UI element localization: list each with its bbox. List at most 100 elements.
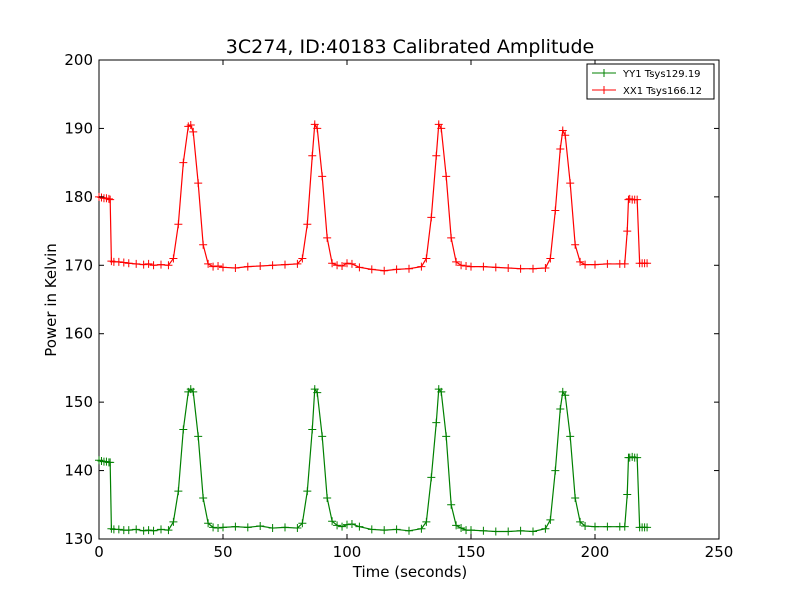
data-point xyxy=(380,526,389,535)
data-point xyxy=(633,195,642,204)
y-axis-label: Power in Kelvin xyxy=(42,243,60,357)
data-point xyxy=(338,522,347,531)
y-tick-label: 150 xyxy=(64,393,93,411)
data-point xyxy=(551,206,560,215)
data-point xyxy=(561,131,570,140)
data-point xyxy=(541,524,550,533)
data-point xyxy=(452,257,461,266)
data-point xyxy=(620,522,629,531)
legend-marker-1 xyxy=(600,86,608,94)
data-point xyxy=(268,261,277,270)
y-tick-label: 190 xyxy=(64,119,93,137)
y-tick-label: 140 xyxy=(64,462,93,480)
data-point xyxy=(169,254,178,263)
data-point xyxy=(124,526,133,535)
data-point xyxy=(576,257,585,266)
data-point xyxy=(434,120,443,129)
data-point xyxy=(591,522,599,531)
x-tick-label: 250 xyxy=(705,543,734,561)
data-point xyxy=(157,260,165,269)
data-point xyxy=(298,254,307,263)
data-point xyxy=(529,264,537,273)
data-point xyxy=(367,265,376,274)
series-0 xyxy=(95,385,652,536)
data-point xyxy=(457,524,466,533)
data-point xyxy=(268,524,277,533)
data-point xyxy=(558,126,567,135)
data-point xyxy=(347,259,356,268)
data-point xyxy=(164,526,173,535)
data-point xyxy=(199,493,208,502)
legend-label-0: YY1 Tsys129.19 xyxy=(622,69,701,80)
data-layer xyxy=(95,120,652,536)
data-point xyxy=(298,519,307,528)
data-point xyxy=(581,521,590,530)
data-point xyxy=(149,261,158,270)
data-point xyxy=(199,240,208,249)
data-point xyxy=(323,233,332,242)
y-axis-ticks: 130 140 150 160 170 180 190 200 xyxy=(64,51,719,548)
data-point xyxy=(338,261,347,270)
data-point xyxy=(343,520,351,529)
data-point xyxy=(209,523,218,532)
data-point xyxy=(541,264,550,273)
data-point xyxy=(243,262,252,271)
data-point xyxy=(504,264,513,273)
data-point xyxy=(422,254,431,263)
data-point xyxy=(556,404,565,413)
data-point xyxy=(231,522,240,531)
data-point xyxy=(303,220,312,229)
data-point xyxy=(157,525,165,534)
plot-area: 0 50 100 150 200 250 130 140 150 160 170 180 190 200 xyxy=(64,51,733,561)
data-point xyxy=(427,213,436,222)
data-point xyxy=(479,262,488,271)
data-point xyxy=(405,526,413,535)
data-point xyxy=(194,179,203,188)
data-point xyxy=(149,526,158,535)
data-point xyxy=(106,195,115,204)
x-tick-label: 150 xyxy=(457,543,486,561)
data-point xyxy=(194,432,203,441)
data-point xyxy=(452,521,461,530)
legend-box xyxy=(586,63,715,100)
data-point xyxy=(328,259,337,268)
data-point xyxy=(566,179,575,188)
data-point xyxy=(571,493,580,502)
data-point xyxy=(219,523,227,532)
data-point xyxy=(442,172,451,181)
data-point xyxy=(179,425,188,434)
data-point xyxy=(204,519,213,528)
data-point xyxy=(310,120,319,129)
data-point xyxy=(591,260,599,269)
data-point xyxy=(308,151,317,160)
data-point xyxy=(209,262,218,271)
data-point xyxy=(343,259,351,268)
data-point xyxy=(333,521,342,530)
data-point xyxy=(355,522,364,531)
data-point xyxy=(164,261,173,270)
y-tick-label: 200 xyxy=(64,51,93,69)
data-point xyxy=(546,515,555,524)
y-tick-label: 130 xyxy=(64,530,93,548)
x-axis-label: Time (seconds) xyxy=(352,563,468,581)
chart-title: 3C274, ID:40183 Calibrated Amplitude xyxy=(226,36,594,58)
legend: YY1 Tsys129.19 XX1 Tsys166.12 xyxy=(586,63,715,100)
data-point xyxy=(623,490,632,499)
data-point xyxy=(447,233,456,242)
data-point xyxy=(256,261,265,270)
data-point xyxy=(219,263,227,272)
data-point xyxy=(328,517,337,526)
data-point xyxy=(561,391,570,400)
data-point xyxy=(106,458,115,467)
data-point xyxy=(144,526,153,535)
data-point xyxy=(333,261,342,270)
data-point xyxy=(114,257,123,266)
data-point xyxy=(603,522,612,531)
data-point xyxy=(139,260,148,269)
data-point xyxy=(633,453,642,462)
data-point xyxy=(551,466,560,475)
data-point xyxy=(281,260,289,269)
data-point xyxy=(462,261,471,270)
data-point xyxy=(623,227,632,236)
